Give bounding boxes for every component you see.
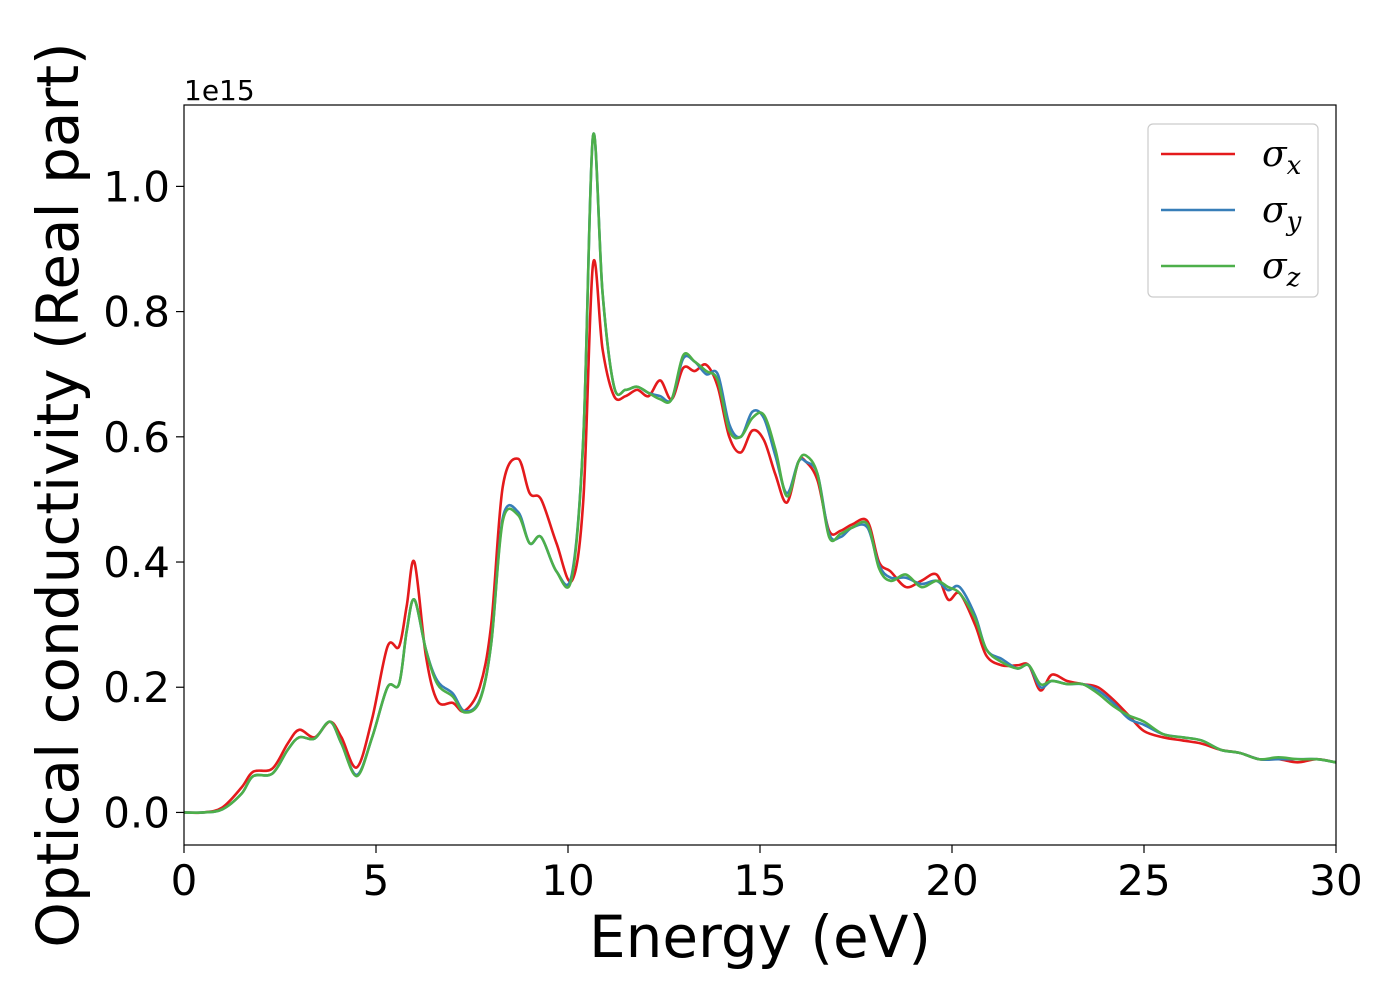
x-tick-label: 25 bbox=[1117, 856, 1170, 905]
y-offset-label: 1e15 bbox=[184, 74, 255, 107]
y-axis-label: Optical conductivity (Real part) bbox=[24, 42, 92, 947]
y-tick-label: 0.6 bbox=[103, 413, 170, 462]
legend-label: σy bbox=[1262, 190, 1302, 237]
x-tick-label: 10 bbox=[541, 856, 594, 905]
series-line-z bbox=[184, 132, 1336, 814]
legend-item-sigma-y: σy bbox=[1161, 190, 1302, 237]
x-axis-ticks: 0 5 10 15 20 25 30 bbox=[171, 845, 1363, 905]
legend-label: σz bbox=[1262, 246, 1301, 293]
y-tick-label: 0.2 bbox=[103, 663, 170, 712]
y-tick-label: 0.8 bbox=[103, 288, 170, 337]
y-tick-label: 0.0 bbox=[103, 788, 170, 837]
series-layer bbox=[184, 132, 1336, 815]
x-tick-label: 0 bbox=[171, 856, 198, 905]
y-tick-label: 0.4 bbox=[103, 538, 170, 587]
legend-item-sigma-x: σx bbox=[1161, 134, 1302, 181]
y-axis-ticks: 0.0 0.2 0.4 0.6 0.8 1.0 bbox=[103, 162, 184, 837]
legend-label: σx bbox=[1262, 134, 1302, 181]
x-tick-label: 5 bbox=[363, 856, 390, 905]
legend-item-sigma-z: σz bbox=[1161, 246, 1301, 293]
y-tick-label: 1.0 bbox=[103, 162, 170, 211]
x-tick-label: 15 bbox=[733, 856, 786, 905]
x-axis-label: Energy (eV) bbox=[589, 903, 931, 971]
legend: σx σy σz bbox=[1147, 123, 1319, 298]
x-tick-label: 30 bbox=[1309, 856, 1362, 905]
x-tick-label: 20 bbox=[925, 856, 978, 905]
